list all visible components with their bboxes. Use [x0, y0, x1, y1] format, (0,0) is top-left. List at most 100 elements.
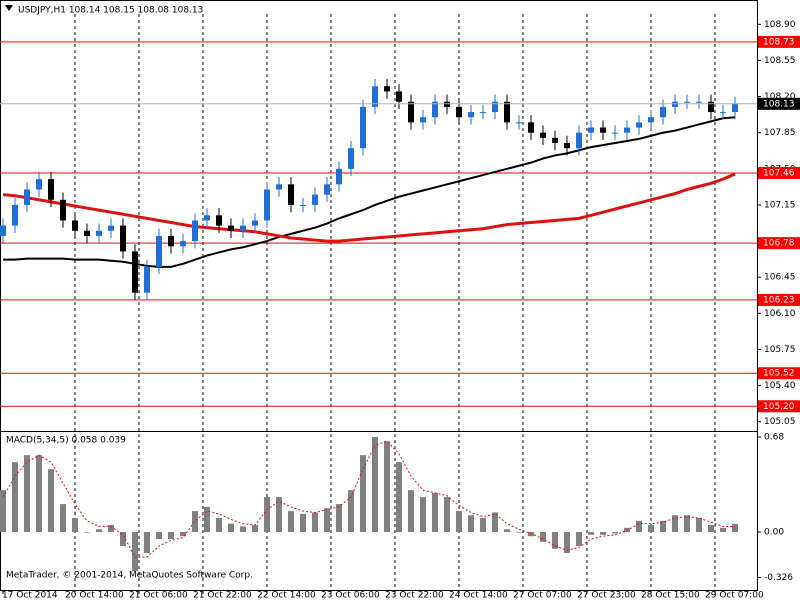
x-tick-label: 28 Oct 15:00 — [641, 591, 700, 600]
candle-body — [360, 106, 366, 149]
macd-bar — [600, 532, 606, 535]
candle-body — [444, 101, 450, 107]
current-price-box — [758, 97, 800, 110]
moving-average — [3, 116, 736, 268]
candle-body — [648, 117, 654, 123]
y-tick-label: 105.75 — [764, 345, 796, 355]
macd-bar — [84, 532, 90, 533]
macd-bar — [468, 515, 474, 533]
y-tick-label: 108.90 — [764, 20, 796, 30]
chart-frame — [0, 0, 758, 591]
x-tick-label: 29 Oct 07:00 — [705, 591, 764, 600]
y-tick-label: 107.15 — [764, 200, 796, 210]
y-tick-label: 0.00 — [764, 528, 784, 538]
macd-bar — [444, 497, 450, 533]
level-label: 106.78 — [763, 239, 795, 249]
candle-body — [108, 225, 114, 231]
level-label-box — [758, 293, 800, 306]
macd-bar — [360, 455, 366, 533]
macd-bar — [180, 532, 186, 537]
candle-body — [456, 106, 462, 118]
macd-bar — [696, 518, 702, 533]
candle-body — [516, 122, 522, 124]
macd-bar — [420, 497, 426, 533]
menu-arrow[interactable] — [5, 5, 13, 11]
candle-body — [84, 230, 90, 236]
candle-body — [132, 251, 138, 293]
macd-bar — [456, 511, 462, 533]
x-tick-label: 27 Oct 07:00 — [513, 591, 572, 600]
candle-body — [732, 103, 738, 113]
candle-body — [528, 122, 534, 133]
candle-body — [36, 179, 42, 190]
level-label-box — [758, 367, 800, 380]
candle-body — [420, 117, 426, 123]
y-tick-label: 105.05 — [764, 417, 796, 427]
y-tick-label: 0.68 — [764, 433, 784, 443]
candle-body — [432, 101, 438, 118]
candle-body — [96, 230, 102, 236]
macd-bar — [432, 492, 438, 533]
candle-body — [576, 132, 582, 149]
candle-body — [696, 101, 702, 103]
candle-body — [48, 179, 54, 200]
current-price-label: 108.13 — [763, 99, 795, 109]
macd-bar — [276, 497, 282, 533]
macd-bar — [720, 527, 726, 533]
candle-body — [708, 101, 714, 113]
macd-bar — [660, 520, 666, 533]
macd-bar — [708, 525, 714, 533]
indicator-title: MACD(5,34,5) 0.058 0.039 — [6, 436, 126, 446]
y-tick-label: 106.45 — [764, 273, 796, 283]
macd-bar — [192, 511, 198, 533]
level-label: 105.20 — [763, 402, 795, 412]
candle-body — [384, 86, 390, 92]
macd-bar — [132, 532, 138, 572]
macd-bar — [12, 462, 18, 533]
candle-body — [60, 199, 66, 221]
copyright: MetaTrader, © 2001-2014, MetaQuotes Soft… — [6, 571, 253, 581]
x-tick-label: 23 Oct 22:00 — [385, 591, 444, 600]
candle-body — [288, 184, 294, 205]
candle-body — [540, 132, 546, 138]
macd-bar — [60, 504, 66, 533]
candle-body — [348, 148, 354, 169]
level-label: 108.73 — [763, 37, 795, 47]
candle-body — [624, 127, 630, 133]
macd-bar — [204, 506, 210, 533]
signal-line — [2, 440, 736, 558]
macd-bar — [384, 441, 390, 533]
chart-title: USDJPY,H1 108.14 108.15 108.08 108.13 — [18, 6, 203, 16]
candle-body — [324, 184, 330, 195]
candle-body — [72, 220, 78, 231]
candle-body — [588, 127, 594, 133]
macd-bar — [120, 532, 126, 546]
candle-body — [480, 112, 486, 114]
macd-bar — [108, 525, 114, 533]
macd-bar — [480, 518, 486, 533]
macd-bar — [216, 518, 222, 533]
candle-body — [216, 215, 222, 226]
level-label: 107.46 — [763, 168, 795, 178]
macd-bar — [336, 504, 342, 533]
candle-body — [492, 101, 498, 113]
candle-body — [468, 112, 474, 118]
level-label: 106.23 — [763, 295, 795, 305]
macd-bar — [288, 511, 294, 533]
candle-body — [168, 235, 174, 247]
candle-body — [396, 91, 402, 102]
macd-bar — [516, 532, 522, 533]
candle-body — [240, 225, 246, 231]
macd-bar — [48, 469, 54, 533]
macd-bar — [636, 520, 642, 533]
macd-bar — [168, 532, 174, 540]
candle-body — [0, 225, 6, 236]
candle-body — [720, 112, 726, 114]
macd-bar — [72, 518, 78, 533]
candle-body — [264, 189, 270, 221]
macd-bar — [312, 512, 318, 533]
macd-bar — [588, 532, 594, 535]
candle-body — [144, 266, 150, 293]
candle-body — [408, 101, 414, 123]
macd-bar — [24, 455, 30, 533]
